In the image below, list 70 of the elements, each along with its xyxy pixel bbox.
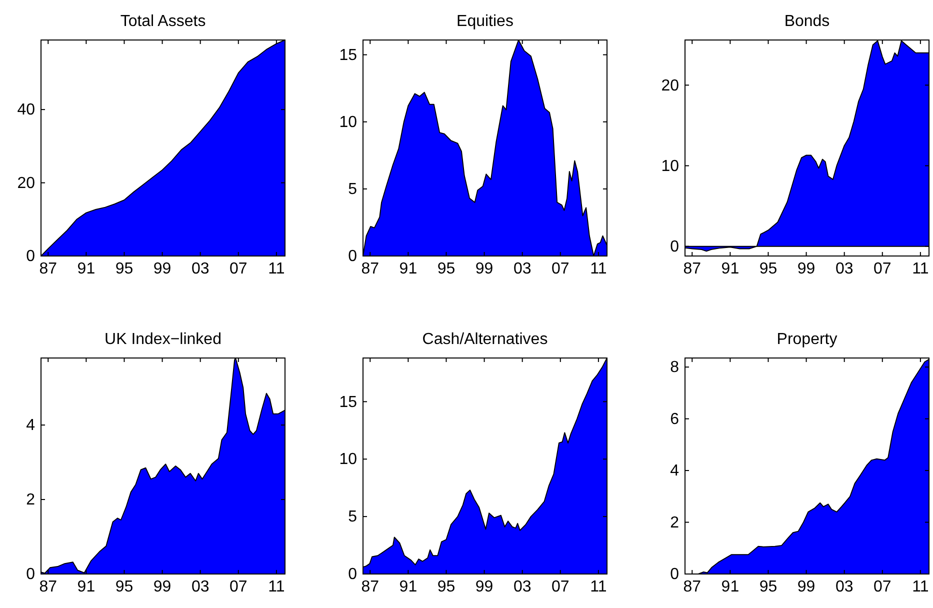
y-tick-label: 2 — [26, 492, 36, 509]
chart-title: Total Assets — [120, 13, 206, 30]
y-tick-label: 20 — [661, 77, 680, 94]
x-tick-label: 03 — [513, 260, 532, 278]
y-tick-label: 10 — [339, 451, 358, 468]
x-tick-label: 95 — [115, 260, 134, 278]
x-tick-label: 07 — [551, 578, 570, 596]
x-tick-label: 91 — [399, 260, 418, 278]
chart-title: Cash/Alternatives — [422, 331, 548, 348]
x-tick-label: 07 — [229, 260, 248, 278]
x-tick-label: 91 — [399, 578, 418, 596]
y-tick-label: 10 — [661, 158, 680, 175]
x-tick-label: 95 — [759, 578, 778, 596]
x-tick-label: 11 — [590, 260, 607, 278]
y-tick-label: 0 — [348, 248, 358, 266]
x-tick-label: 07 — [551, 260, 570, 278]
x-tick-label: 91 — [721, 260, 740, 278]
x-tick-label: 87 — [39, 260, 58, 278]
x-tick-label: 11 — [268, 260, 285, 278]
y-tick-label: 0 — [26, 248, 36, 266]
y-tick-label: 0 — [670, 238, 680, 256]
x-tick-label: 99 — [153, 260, 172, 278]
x-tick-label: 95 — [759, 260, 778, 278]
y-tick-label: 10 — [339, 114, 358, 131]
x-tick-label: 95 — [437, 260, 456, 278]
x-tick-label: 87 — [683, 578, 702, 596]
x-tick-label: 87 — [39, 578, 58, 596]
x-tick-label: 07 — [873, 578, 892, 596]
x-tick-label: 03 — [513, 578, 532, 596]
x-tick-label: 11 — [912, 578, 929, 596]
y-tick-label: 20 — [17, 174, 36, 192]
x-tick-label: 11 — [590, 578, 607, 596]
y-tick-label: 5 — [348, 181, 358, 198]
y-tick-label: 6 — [670, 410, 680, 428]
x-tick-label: 99 — [475, 578, 494, 596]
x-tick-label: 03 — [191, 578, 210, 596]
x-tick-label: 95 — [437, 578, 456, 596]
y-tick-label: 4 — [670, 462, 680, 480]
x-tick-label: 87 — [361, 260, 380, 278]
y-tick-label: 8 — [670, 359, 680, 376]
x-tick-label: 07 — [229, 578, 248, 596]
x-tick-label: 99 — [153, 578, 172, 596]
y-tick-label: 40 — [17, 102, 36, 119]
y-tick-label: 5 — [348, 508, 358, 526]
x-tick-label: 03 — [835, 260, 854, 278]
x-tick-label: 11 — [268, 578, 285, 596]
x-tick-label: 91 — [77, 578, 96, 596]
x-tick-label: 99 — [797, 260, 816, 278]
x-tick-label: 07 — [873, 260, 892, 278]
y-tick-label: 15 — [339, 46, 358, 64]
y-tick-label: 0 — [348, 566, 358, 584]
y-tick-label: 0 — [670, 566, 680, 584]
chart-title: Equities — [456, 13, 514, 30]
chart-title: Bonds — [784, 13, 830, 30]
x-tick-label: 91 — [77, 260, 96, 278]
chart-title: UK Index−linked — [104, 331, 222, 348]
x-tick-label: 99 — [797, 578, 816, 596]
y-tick-label: 0 — [26, 566, 36, 584]
x-tick-label: 87 — [683, 260, 702, 278]
x-tick-label: 03 — [191, 260, 210, 278]
x-tick-label: 03 — [835, 578, 854, 596]
x-tick-label: 11 — [912, 260, 929, 278]
x-tick-label: 99 — [475, 260, 494, 278]
y-tick-label: 2 — [670, 514, 680, 532]
x-tick-label: 87 — [361, 578, 380, 596]
x-tick-label: 95 — [115, 578, 134, 596]
y-tick-label: 15 — [339, 394, 358, 411]
chart-title: Property — [776, 331, 838, 348]
x-tick-label: 91 — [721, 578, 740, 596]
y-tick-label: 4 — [26, 417, 36, 434]
